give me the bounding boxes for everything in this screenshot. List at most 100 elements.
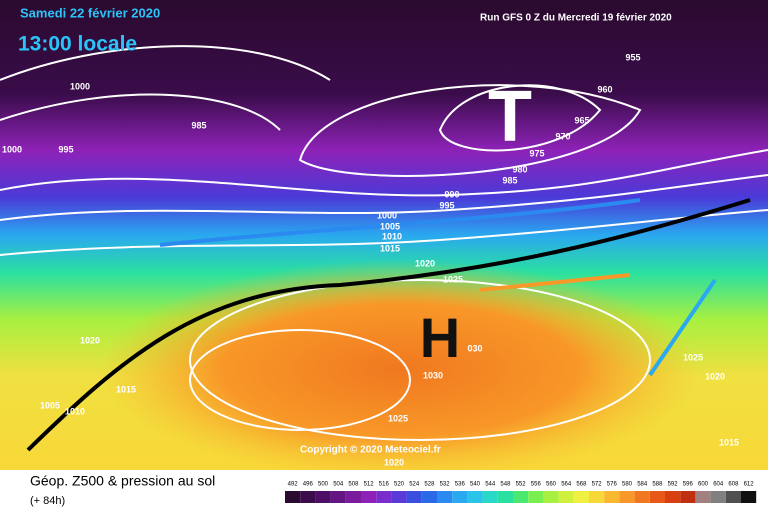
scale-swatch bbox=[406, 491, 422, 503]
isobar-label: 995 bbox=[58, 144, 73, 154]
scale-swatch bbox=[619, 491, 635, 503]
scale-label: 600 bbox=[698, 482, 709, 488]
scale-swatch bbox=[300, 491, 316, 503]
isobar-label: 030 bbox=[467, 343, 482, 353]
run-info: Run GFS 0 Z du Mercredi 19 février 2020 bbox=[480, 13, 672, 24]
scale-swatch bbox=[437, 491, 453, 503]
scale-swatch bbox=[558, 491, 574, 503]
isobar-label: 1000 bbox=[2, 144, 22, 154]
scale-label: 492 bbox=[288, 482, 299, 488]
isobar-label: 1010 bbox=[382, 231, 402, 241]
high-marker: H bbox=[420, 306, 460, 369]
scale-swatch bbox=[345, 491, 361, 503]
scale-label: 548 bbox=[500, 482, 511, 488]
scale-swatch bbox=[528, 491, 544, 503]
scale-label: 592 bbox=[668, 482, 679, 488]
scale-swatch bbox=[467, 491, 483, 503]
scale-label: 612 bbox=[744, 482, 755, 488]
low-marker: T bbox=[488, 77, 532, 157]
isobar-label: 990 bbox=[444, 189, 459, 199]
scale-label: 576 bbox=[607, 482, 618, 488]
scale-swatch bbox=[634, 491, 650, 503]
scale-label: 552 bbox=[516, 482, 527, 488]
copyright: Copyright © 2020 Meteociel.fr bbox=[300, 445, 441, 456]
scale-label: 532 bbox=[440, 482, 451, 488]
scale-label: 544 bbox=[485, 482, 496, 488]
scale-label: 496 bbox=[303, 482, 314, 488]
scale-label: 528 bbox=[424, 482, 435, 488]
isobar-label: 1025 bbox=[388, 413, 408, 423]
scale-swatch bbox=[725, 491, 741, 503]
scale-swatch bbox=[361, 491, 377, 503]
isobar-label: 1025 bbox=[683, 352, 703, 362]
scale-label: 580 bbox=[622, 482, 633, 488]
scale-label: 556 bbox=[531, 482, 542, 488]
isobar-label: 1020 bbox=[415, 258, 435, 268]
scale-label: 572 bbox=[592, 482, 603, 488]
scale-label: 516 bbox=[379, 482, 390, 488]
isobar-label: 995 bbox=[439, 200, 454, 210]
isobar-label: 1030 bbox=[423, 370, 443, 380]
date: Samedi 22 février 2020 bbox=[20, 5, 160, 20]
scale-swatch bbox=[376, 491, 392, 503]
lead-time: (+ 84h) bbox=[30, 495, 65, 507]
scale-label: 608 bbox=[728, 482, 739, 488]
scale-label: 568 bbox=[576, 482, 587, 488]
scale-label: 512 bbox=[364, 482, 375, 488]
isobar-label: 1000 bbox=[377, 210, 397, 220]
scale-swatch bbox=[285, 491, 301, 503]
isobar-label: 1020 bbox=[80, 335, 100, 345]
isobar-label: 970 bbox=[555, 131, 570, 141]
isobar-label: 975 bbox=[529, 148, 544, 158]
isobar-label: 1005 bbox=[40, 400, 60, 410]
scale-swatch bbox=[649, 491, 665, 503]
time: 13:00 locale bbox=[18, 33, 137, 56]
scale-swatch bbox=[482, 491, 498, 503]
isobar-label: 1000 bbox=[70, 81, 90, 91]
isobars bbox=[0, 45, 768, 441]
scale-label: 588 bbox=[652, 482, 663, 488]
scale-swatch bbox=[710, 491, 726, 503]
scale-label: 540 bbox=[470, 482, 481, 488]
scale-label: 524 bbox=[409, 482, 420, 488]
isobar-label: 1020 bbox=[705, 371, 725, 381]
isobar-label: 1015 bbox=[719, 437, 739, 447]
jet-arrows bbox=[26, 198, 751, 452]
scale-swatch bbox=[330, 491, 346, 503]
scale-label: 564 bbox=[561, 482, 572, 488]
scale-swatch bbox=[741, 491, 757, 503]
scale-swatch bbox=[315, 491, 331, 503]
scale-swatch bbox=[604, 491, 620, 503]
isobar-label: 985 bbox=[502, 175, 517, 185]
scale-swatch bbox=[573, 491, 589, 503]
scale-label: 520 bbox=[394, 482, 405, 488]
scale-label: 584 bbox=[637, 482, 648, 488]
isobar-label: 1025 bbox=[443, 274, 463, 284]
isobar-label: 1015 bbox=[116, 384, 136, 394]
scale-swatch bbox=[513, 491, 529, 503]
scale-swatch bbox=[680, 491, 696, 503]
isobar-label: 965 bbox=[574, 115, 589, 125]
isobar-label: 1005 bbox=[380, 221, 400, 231]
isobar-label: 1015 bbox=[380, 243, 400, 253]
scale-swatch bbox=[665, 491, 681, 503]
isobar-label: 985 bbox=[191, 120, 206, 130]
scale-swatch bbox=[421, 491, 437, 503]
isobar-label: 980 bbox=[512, 164, 527, 174]
footer-title: Géop. Z500 & pression au sol bbox=[30, 473, 215, 489]
scale-label: 508 bbox=[348, 482, 359, 488]
scale-swatch bbox=[695, 491, 711, 503]
isobar-label: 960 bbox=[597, 84, 612, 94]
scale-label: 596 bbox=[683, 482, 694, 488]
scale-label: 560 bbox=[546, 482, 557, 488]
scale-swatch bbox=[543, 491, 559, 503]
scale-label: 604 bbox=[713, 482, 724, 488]
isobar-label: 1020 bbox=[384, 457, 404, 467]
scale-swatch bbox=[589, 491, 605, 503]
scale-swatch bbox=[497, 491, 513, 503]
scale-swatch bbox=[452, 491, 468, 503]
isobar-label: 955 bbox=[625, 52, 640, 62]
scale-label: 536 bbox=[455, 482, 466, 488]
